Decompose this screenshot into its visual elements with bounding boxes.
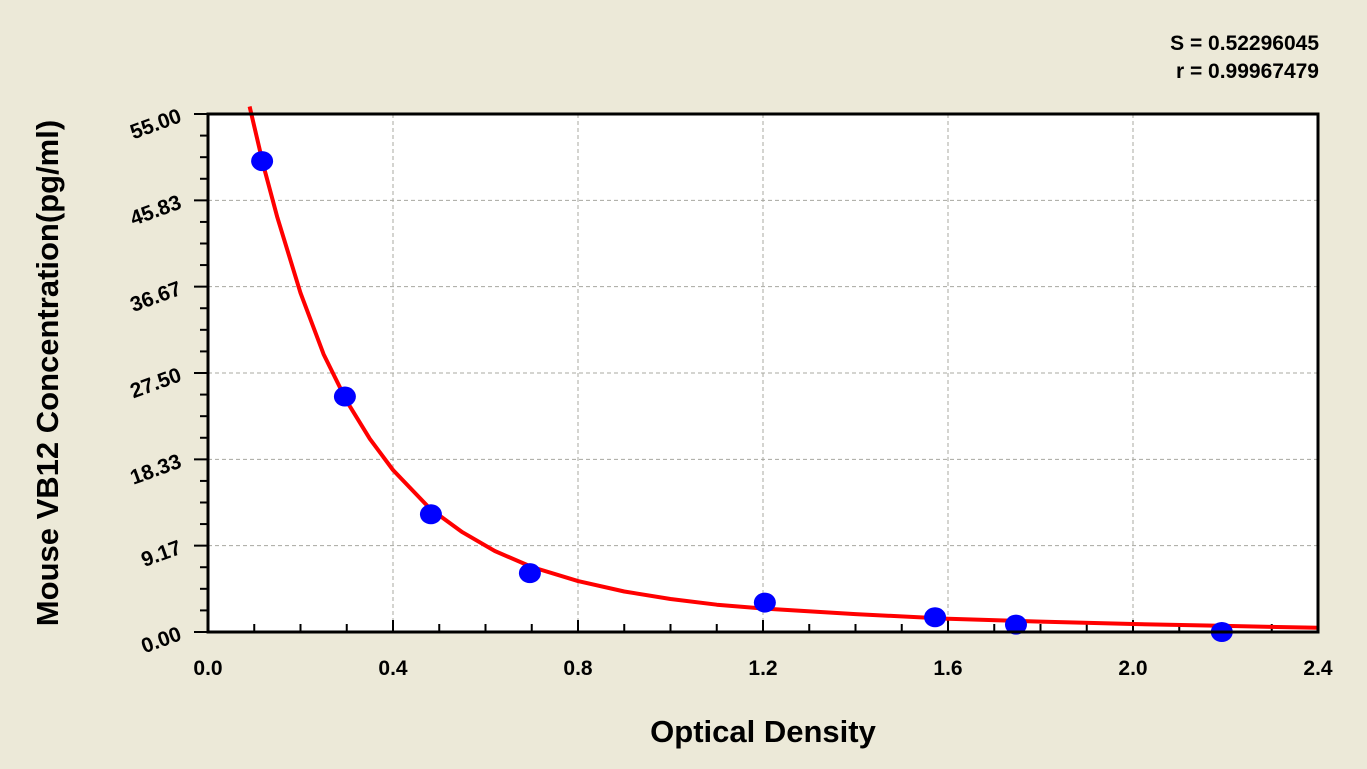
data-point bbox=[419, 504, 442, 525]
y-tick-label: 18.33 bbox=[127, 450, 184, 490]
x-tick-label: 1.2 bbox=[748, 657, 777, 680]
y-tick-labels: 0.00 9.17 18.33 27.50 36.67 45.83 55.00 bbox=[127, 105, 184, 659]
y-tick-label: 0.00 bbox=[138, 623, 184, 659]
x-tick-label: 1.6 bbox=[933, 657, 962, 680]
x-tick-label: 0.4 bbox=[378, 657, 408, 680]
gridlines bbox=[208, 114, 1318, 632]
x-tick-label: 2.0 bbox=[1118, 657, 1147, 680]
x-tick-label: 0.8 bbox=[563, 657, 593, 680]
y-tick-label: 45.83 bbox=[127, 191, 184, 231]
x-axis-title: Optical Density bbox=[650, 714, 876, 749]
data-point bbox=[1004, 614, 1027, 635]
x-tick-label: 0.0 bbox=[193, 657, 222, 680]
fit-statistics: S = 0.52296045 r = 0.99967479 bbox=[1170, 30, 1319, 86]
y-tick-label: 36.67 bbox=[127, 277, 184, 317]
data-points bbox=[251, 151, 1233, 642]
s-statistic: S = 0.52296045 bbox=[1170, 32, 1319, 55]
data-point bbox=[924, 607, 947, 628]
plot-frame bbox=[206, 112, 1320, 634]
x-tick-label: 2.4 bbox=[1303, 657, 1333, 680]
data-point bbox=[753, 592, 776, 613]
x-tick-labels: 0.0 0.4 0.8 1.2 1.6 2.0 2.4 bbox=[193, 657, 1333, 680]
data-point bbox=[518, 563, 541, 584]
y-tick-label: 9.17 bbox=[138, 536, 184, 572]
r-statistic: r = 0.99967479 bbox=[1175, 60, 1319, 83]
y-tick-label: 55.00 bbox=[127, 105, 184, 145]
y-tick-label: 27.50 bbox=[127, 364, 184, 404]
data-point bbox=[333, 386, 356, 407]
y-axis-title: Mouse VB12 Concentration(pg/ml) bbox=[30, 120, 65, 626]
data-point bbox=[251, 151, 274, 172]
